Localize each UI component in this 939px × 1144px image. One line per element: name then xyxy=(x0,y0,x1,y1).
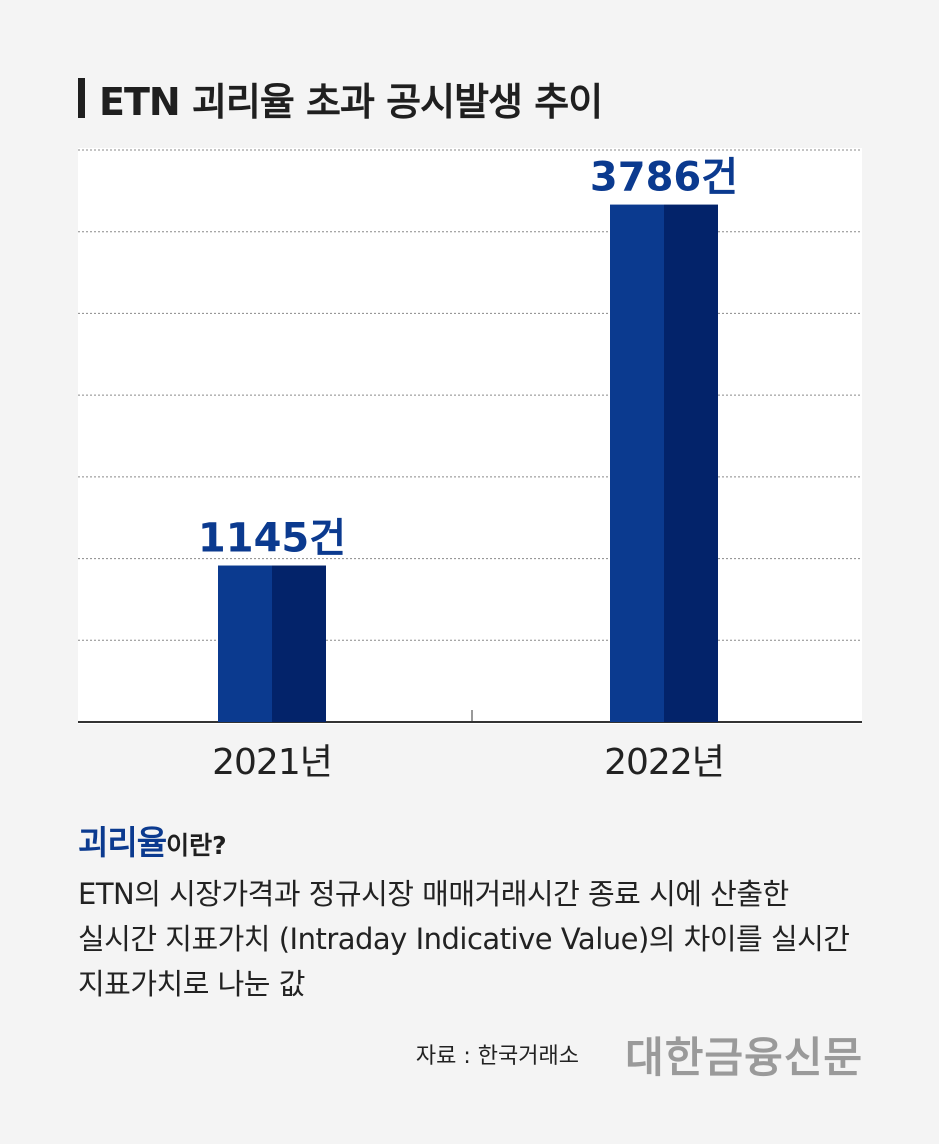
x-tick-label: 2022년 xyxy=(604,742,724,783)
definition-line: 실시간 지표가치 (Intraday Indicative Value)의 차이… xyxy=(78,922,850,956)
chart-panel xyxy=(78,148,862,724)
chart-title: ETN 괴리율 초과 공시발생 추이 xyxy=(99,79,603,124)
bar xyxy=(610,204,664,722)
source-note: 자료 : 한국거래소 xyxy=(415,1044,579,1069)
bar-shade xyxy=(664,204,718,722)
definition-term: 괴리율 xyxy=(78,823,167,862)
brand-logo: 대한금융신문 xyxy=(625,1033,863,1082)
bar-chart: 1145건 2021년 3786건 2022년 xyxy=(78,149,862,783)
bar-shade xyxy=(272,565,326,722)
definition-body: ETN의 시장가격과 정규시장 매매거래시간 종료 시에 산출한 실시간 지표가… xyxy=(78,872,868,1007)
data-label: 3786건 xyxy=(590,155,738,201)
definition-line: 지표가치로 나눈 값 xyxy=(78,967,305,1001)
definition-suffix: 이란? xyxy=(166,831,227,860)
x-tick-label: 2021년 xyxy=(212,742,332,783)
definition-line: ETN의 시장가격과 정규시장 매매거래시간 종료 시에 산출한 xyxy=(78,877,789,911)
bar xyxy=(218,565,272,722)
chart-title-block: ETN 괴리율 초과 공시발생 추이 xyxy=(78,74,603,124)
data-label: 1145건 xyxy=(198,516,346,562)
definition-heading: 괴리율이란? xyxy=(78,816,227,864)
title-accent-bar xyxy=(78,78,85,118)
